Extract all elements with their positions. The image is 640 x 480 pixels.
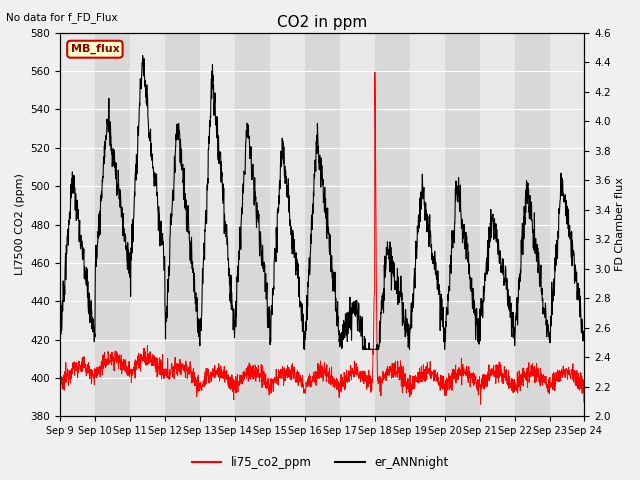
li75_co2_ppm: [469, 370, 477, 375]
er_ANNnight: [580, 327, 588, 333]
li75_co2_ppm: [56, 386, 64, 392]
li75_co2_ppm: [371, 69, 379, 75]
Line: er_ANNnight: er_ANNnight: [60, 56, 584, 349]
Bar: [165, 33, 200, 417]
Legend: li75_co2_ppm, er_ANNnight: li75_co2_ppm, er_ANNnight: [187, 452, 453, 474]
Text: No data for f_FD_Flux: No data for f_FD_Flux: [6, 12, 118, 23]
Bar: [340, 33, 374, 417]
li75_co2_ppm: [566, 371, 573, 377]
er_ANNnight: [312, 167, 319, 173]
li75_co2_ppm: [566, 368, 573, 373]
Y-axis label: FD Chamber flux: FD Chamber flux: [615, 178, 625, 272]
Bar: [60, 33, 95, 417]
Bar: [270, 33, 305, 417]
Bar: [410, 33, 445, 417]
li75_co2_ppm: [311, 374, 319, 380]
er_ANNnight: [566, 223, 573, 229]
Bar: [550, 33, 584, 417]
er_ANNnight: [566, 222, 573, 228]
er_ANNnight: [298, 318, 305, 324]
Bar: [95, 33, 130, 417]
Bar: [235, 33, 270, 417]
Line: li75_co2_ppm: li75_co2_ppm: [60, 72, 584, 404]
er_ANNnight: [139, 53, 147, 59]
Text: MB_flux: MB_flux: [70, 44, 119, 54]
Bar: [200, 33, 235, 417]
Bar: [130, 33, 165, 417]
Bar: [479, 33, 515, 417]
Bar: [374, 33, 410, 417]
Bar: [515, 33, 550, 417]
er_ANNnight: [83, 283, 91, 288]
er_ANNnight: [301, 347, 308, 352]
er_ANNnight: [470, 290, 477, 296]
Bar: [305, 33, 340, 417]
Y-axis label: LI7500 CO2 (ppm): LI7500 CO2 (ppm): [15, 174, 25, 276]
li75_co2_ppm: [477, 401, 484, 407]
Bar: [445, 33, 479, 417]
li75_co2_ppm: [83, 366, 91, 372]
er_ANNnight: [56, 336, 64, 341]
Title: CO2 in ppm: CO2 in ppm: [277, 15, 367, 30]
li75_co2_ppm: [298, 383, 305, 388]
li75_co2_ppm: [580, 375, 588, 381]
